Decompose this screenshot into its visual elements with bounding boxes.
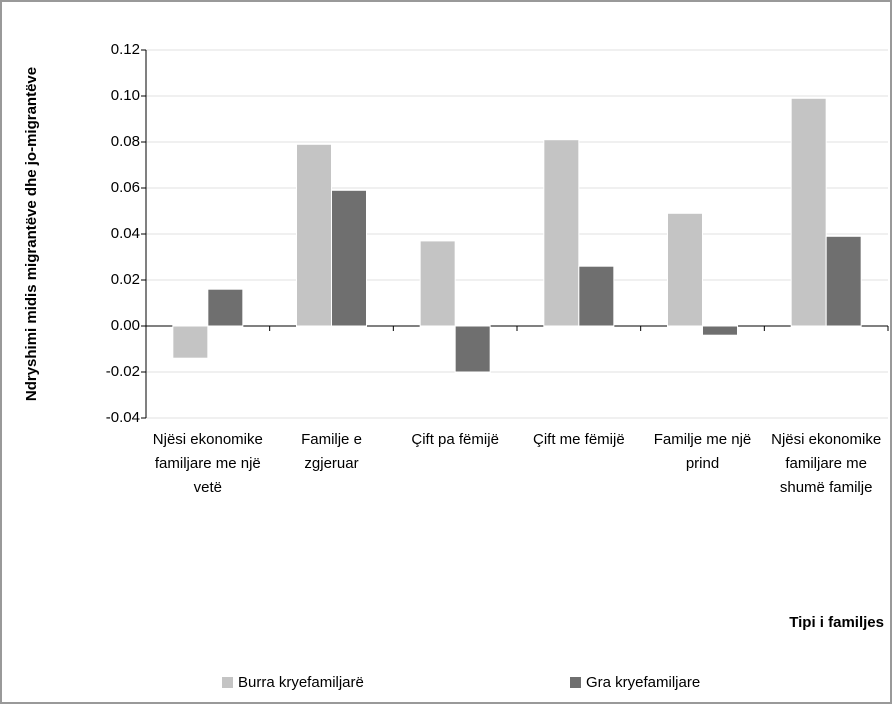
bar bbox=[825, 235, 862, 327]
x-tick-label: Njësi ekonomike familjare me shumë famil… bbox=[771, 431, 882, 496]
y-tick-label: 0.00 bbox=[111, 317, 140, 334]
y-tick-label: 0.06 bbox=[111, 179, 140, 196]
bar bbox=[207, 288, 244, 327]
legend-swatch bbox=[222, 677, 233, 688]
bar bbox=[702, 325, 738, 336]
y-tick-label: -0.04 bbox=[106, 409, 140, 426]
y-tick-label: 0.08 bbox=[111, 133, 140, 150]
y-tick-label: 0.10 bbox=[111, 87, 140, 104]
legend-swatch bbox=[570, 677, 581, 688]
legend-label: Gra kryefamiljare bbox=[586, 674, 700, 691]
x-tick-label: Familje me një prind bbox=[653, 431, 752, 472]
bar bbox=[543, 139, 580, 327]
bar bbox=[331, 189, 367, 327]
bar bbox=[419, 240, 456, 327]
x-tick-label: Njësi ekonomike familjare me një vetë bbox=[152, 431, 263, 496]
bar bbox=[790, 97, 827, 327]
y-tick-label: 0.04 bbox=[111, 225, 140, 242]
bar bbox=[172, 325, 209, 359]
x-tick-label: Çift pa fëmijë bbox=[411, 431, 499, 448]
x-tick-label: Çift me fëmijë bbox=[532, 431, 625, 448]
legend-label: Burra kryefamiljarë bbox=[238, 674, 364, 691]
x-axis-title: Tipi i familjes bbox=[789, 614, 884, 631]
bar bbox=[578, 265, 615, 327]
bar bbox=[667, 212, 703, 327]
y-tick-label: 0.02 bbox=[111, 271, 140, 288]
y-tick-label: -0.02 bbox=[106, 363, 140, 380]
x-tick-label: Familje e zgjeruar bbox=[301, 431, 362, 472]
bar bbox=[454, 325, 491, 373]
y-axis-title: Ndryshimi midis migrantëve dhe jo-migran… bbox=[23, 66, 40, 402]
bar bbox=[296, 143, 332, 327]
y-tick-label: 0.12 bbox=[111, 41, 140, 58]
